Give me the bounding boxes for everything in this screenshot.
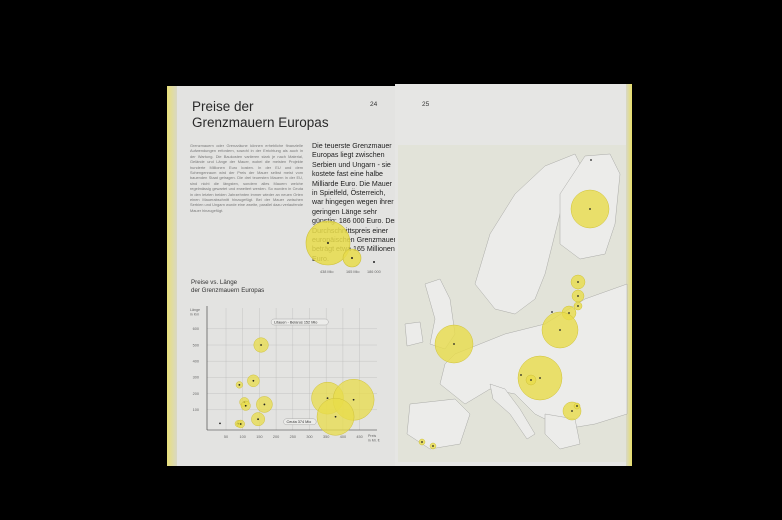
map-point (421, 441, 423, 443)
data-point (257, 418, 259, 421)
x-axis-label: in Mi. € (368, 439, 380, 443)
chart-title: Preise vs. Länge der Grenzmauern Europas (191, 279, 264, 295)
map-point (576, 405, 578, 407)
page-title: Preise der Grenzmauern Europas (192, 99, 329, 131)
size-legend (305, 220, 375, 268)
map-point (577, 305, 579, 307)
title-line: Grenzmauern Europas (192, 115, 329, 130)
data-point (252, 379, 255, 382)
y-tick-label: 600 (193, 327, 199, 331)
chart-title-line: der Grenzmauern Europas (191, 287, 265, 294)
x-tick-label: 100 (240, 435, 246, 439)
chart-title-line: Preise vs. Länge (191, 279, 238, 286)
page-edge (167, 86, 177, 466)
map-point (568, 312, 570, 314)
ireland (404, 321, 424, 347)
legend-bubble-small (373, 261, 375, 263)
legend-label: 186 000 (367, 270, 381, 274)
map-point (530, 379, 532, 381)
x-tick-label: 400 (340, 435, 346, 439)
data-point (326, 397, 329, 400)
map-point (551, 311, 553, 313)
data-point (244, 404, 247, 407)
y-axis-label: in Km (190, 313, 199, 317)
europe-map (404, 153, 628, 450)
map-point (571, 410, 573, 412)
map-point (589, 208, 591, 210)
legend-dot (327, 242, 329, 244)
page-number: 24 (370, 101, 378, 108)
y-tick-label: 500 (193, 343, 199, 347)
x-tick-label: 300 (306, 435, 312, 439)
page-number: 25 (422, 101, 430, 108)
data-point (260, 344, 262, 346)
legend-label: 165 Mio (346, 270, 360, 274)
map-bubbles (418, 159, 610, 450)
map-point (453, 343, 455, 345)
y-tick-label: 400 (193, 360, 199, 364)
right-page: 25 (395, 84, 632, 466)
x-tick-label: 350 (323, 435, 329, 439)
map-point (577, 281, 579, 283)
x-axis-label: Preis (368, 434, 376, 438)
map-point (432, 445, 434, 447)
data-point (334, 415, 337, 418)
legend-dot (351, 257, 353, 259)
data-point (219, 422, 221, 425)
y-tick-label: 200 (193, 392, 199, 396)
legend-label: 438 Mio (320, 270, 334, 274)
annotation-label: Litauen - Belarus 152 Mio (274, 320, 317, 324)
data-point (238, 383, 241, 386)
y-axis-label: Länge (190, 308, 200, 312)
title-line: Preise der (192, 99, 254, 114)
y-tick-label: 100 (193, 408, 199, 412)
data-point (352, 398, 355, 401)
map-point (539, 377, 541, 379)
annotation-box (270, 318, 329, 326)
annotation-box (283, 418, 317, 425)
annotation-label: Ceuta 374 Mio (287, 420, 312, 424)
italy (489, 383, 536, 440)
iberia (406, 398, 471, 450)
map-point (520, 374, 522, 376)
map-point (577, 295, 579, 297)
map-point (559, 329, 561, 331)
y-tick-label: 300 (193, 376, 199, 380)
page-edge (626, 84, 632, 466)
x-tick-label: 150 (256, 435, 262, 439)
bubble-chart: 50 100 150 200 250 300 350 400 450 100 200 300 400 50… (190, 306, 380, 443)
body-text: Grenzmauern oder Grenzzäune können erheb… (190, 143, 303, 213)
data-point (239, 423, 242, 425)
map-point (590, 159, 592, 161)
left-page: Preise der Grenzmauern Europas 24 Grenzm… (167, 86, 397, 466)
data-point (263, 403, 266, 406)
x-tick-label: 250 (290, 435, 296, 439)
x-tick-label: 50 (224, 435, 228, 439)
x-tick-label: 200 (273, 435, 279, 439)
x-tick-label: 450 (356, 435, 362, 439)
